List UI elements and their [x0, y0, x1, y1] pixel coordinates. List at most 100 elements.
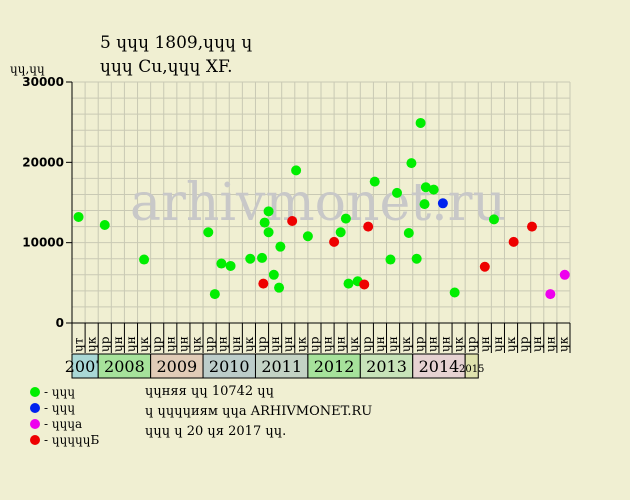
- x-tick-label: ɥк: [556, 336, 570, 352]
- data-point: [411, 253, 422, 264]
- data-point: [245, 253, 256, 264]
- year-label: 2011: [261, 357, 302, 376]
- legend: - ɥɥɥ - ɥɥɥ - ɥɥɥa - ɥɥɥɥɥБ: [30, 384, 99, 448]
- y-tick-label: 0: [56, 316, 64, 330]
- data-point: [216, 258, 227, 269]
- x-tick-label: ɥн: [163, 336, 177, 352]
- data-point: [329, 236, 340, 247]
- footer-line-date: ɥɥɥ ɥ 20 ɥя 2017 ɥɥ.: [145, 424, 287, 439]
- legend-marker: [30, 435, 40, 445]
- data-point: [73, 211, 84, 222]
- year-label: 2015: [459, 364, 484, 375]
- legend-label: - ɥɥɥa: [44, 417, 83, 431]
- footer-line-average: ɥɥняя ɥɥ 10742 ɥɥ: [145, 384, 275, 399]
- year-label: 2014: [419, 357, 460, 376]
- x-tick-label: ɥр: [360, 336, 374, 352]
- footer-line-source: ɥ ɥɥɥɥиям ɥɥa ARHIVMONET.RU: [145, 404, 373, 419]
- legend-marker: [30, 387, 40, 397]
- data-point: [406, 158, 417, 169]
- year-label: 2008: [104, 357, 145, 376]
- data-point: [99, 219, 110, 230]
- x-tick-label: ɥн: [268, 336, 282, 352]
- legend-marker: [30, 419, 40, 429]
- footer-notes: ɥɥняя ɥɥ 10742 ɥɥ ɥ ɥɥɥɥиям ɥɥa ARHIVMON…: [145, 384, 372, 444]
- year-label: 2013: [366, 357, 407, 376]
- x-tick-label: ɥн: [425, 336, 439, 352]
- data-point: [415, 117, 426, 128]
- legend-label: - ɥɥɥ: [44, 401, 76, 415]
- year-label: 2009: [156, 357, 197, 376]
- x-tick-label: ɥт: [72, 337, 86, 352]
- data-point: [225, 260, 236, 271]
- x-tick-label: ɥр: [412, 336, 426, 352]
- x-tick-label: ɥн: [281, 336, 295, 352]
- x-tick-label: ɥк: [190, 336, 204, 352]
- data-point: [343, 278, 354, 289]
- data-point: [274, 282, 285, 293]
- data-point: [259, 217, 270, 228]
- data-point: [359, 279, 370, 290]
- x-tick-label: ɥн: [321, 336, 335, 352]
- data-point: [287, 215, 298, 226]
- data-point: [419, 199, 430, 210]
- year-band-cell: [464, 353, 479, 379]
- y-tick-label: 30000: [22, 75, 64, 89]
- data-point: [392, 187, 403, 198]
- data-point: [437, 198, 448, 209]
- x-tick-label: ɥр: [150, 336, 164, 352]
- data-point: [385, 254, 396, 265]
- data-point: [203, 227, 214, 238]
- data-point: [302, 231, 313, 242]
- year-band-cell: [150, 353, 204, 379]
- x-tick-label: ɥр: [255, 336, 269, 352]
- data-point: [258, 278, 269, 289]
- x-tick-label: ɥн: [491, 336, 505, 352]
- data-point: [479, 261, 490, 272]
- data-point: [428, 184, 439, 195]
- data-point: [420, 182, 431, 193]
- data-point: [508, 236, 519, 247]
- data-point: [403, 228, 414, 239]
- x-tick-label: ɥр: [465, 336, 479, 352]
- data-point: [449, 287, 460, 298]
- data-point: [545, 289, 556, 300]
- x-tick-label: ɥк: [137, 336, 151, 352]
- x-tick-label: ɥк: [294, 336, 308, 352]
- data-point: [363, 221, 374, 232]
- data-point: [526, 221, 537, 232]
- x-tick-label: ɥн: [334, 336, 348, 352]
- data-point: [291, 165, 302, 176]
- x-tick-label: ɥн: [439, 336, 453, 352]
- x-tick-label: ɥн: [176, 336, 190, 352]
- data-point: [209, 289, 220, 300]
- x-tick-label: ɥн: [111, 336, 125, 352]
- data-point: [340, 213, 351, 224]
- year-label: 2010: [209, 357, 250, 376]
- year-band-cell: [97, 353, 152, 379]
- x-tick-label: ɥр: [98, 336, 112, 352]
- data-point: [257, 252, 268, 263]
- legend-item: - ɥɥɥ: [30, 400, 99, 416]
- x-tick-label: ɥк: [504, 336, 518, 352]
- data-point: [275, 241, 286, 252]
- x-tick-label: ɥк: [452, 336, 466, 352]
- data-point: [369, 176, 380, 187]
- x-tick-label: ɥк: [242, 336, 256, 352]
- legend-item: - ɥɥɥɥɥБ: [30, 432, 99, 448]
- year-band-cell: [254, 353, 309, 379]
- legend-item: - ɥɥɥ: [30, 384, 99, 400]
- year-label: 2012: [314, 357, 355, 376]
- legend-item: - ɥɥɥa: [30, 416, 99, 432]
- x-tick-label: ɥн: [229, 336, 243, 352]
- year-band-cell: [71, 353, 99, 379]
- chart-title-line-2: ɥɥɥ Cu,ɥɥɥ XF.: [100, 57, 233, 77]
- watermark: arhivmonet.ru: [130, 173, 506, 233]
- legend-label: - ɥɥɥɥɥБ: [44, 433, 100, 447]
- data-point: [559, 269, 570, 280]
- x-tick-label: ɥн: [373, 336, 387, 352]
- x-tick-label: ɥр: [203, 336, 217, 352]
- x-tick-label: ɥр: [517, 336, 531, 352]
- x-tick-label: ɥр: [307, 336, 321, 352]
- data-point: [263, 227, 274, 238]
